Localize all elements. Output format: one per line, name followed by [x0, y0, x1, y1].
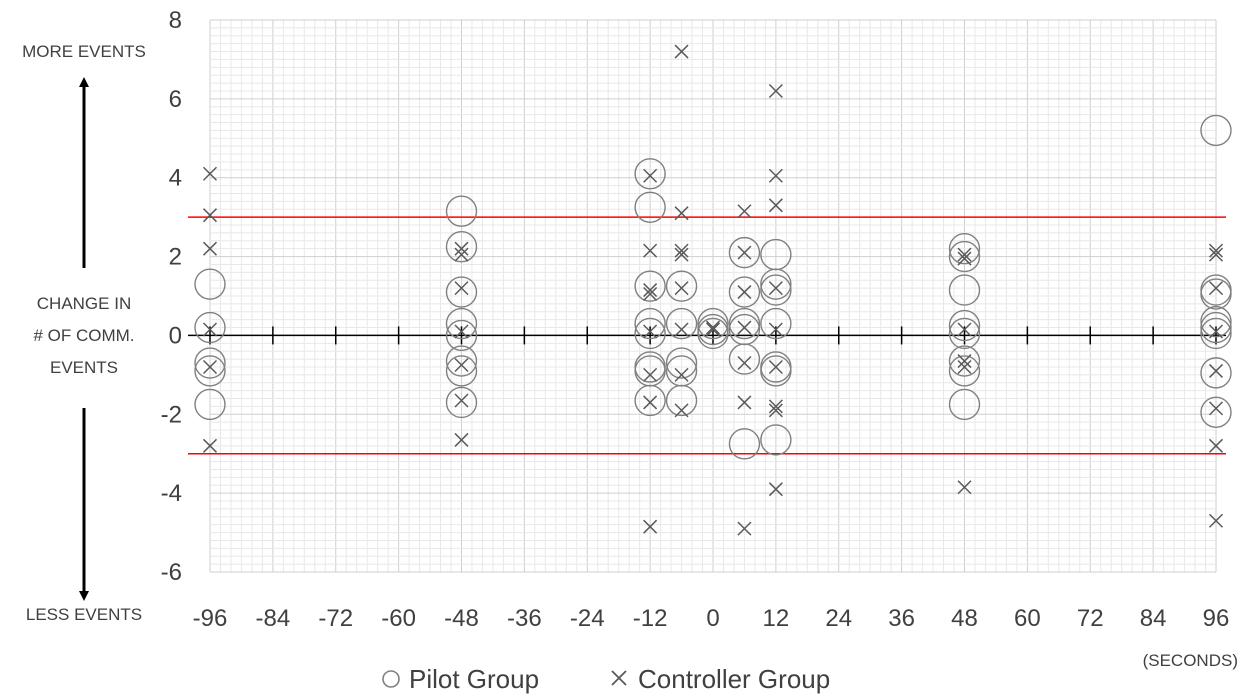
y-tick-label: 0 — [169, 322, 182, 349]
x-tick-label: -72 — [318, 605, 353, 632]
x-tick-label: 60 — [1014, 605, 1041, 632]
y-tick-label: 6 — [169, 86, 182, 113]
x-tick-label: -48 — [444, 605, 479, 632]
x-tick-label: 96 — [1203, 605, 1230, 632]
y-tick-label: 2 — [169, 244, 182, 271]
legend-pilot-marker — [383, 671, 399, 687]
x-tick-label: -84 — [256, 605, 291, 632]
legend: Pilot Group Controller Group — [383, 664, 830, 694]
legend-controller-label: Controller Group — [638, 664, 830, 694]
chart-grid — [210, 20, 1216, 572]
legend-pilot-label: Pilot Group — [409, 664, 539, 694]
x-tick-label: 72 — [1077, 605, 1104, 632]
x-tick-label: 12 — [763, 605, 790, 632]
y-tick-label: -2 — [161, 401, 182, 428]
legend-controller-marker — [612, 671, 626, 685]
y-tick-label: 8 — [169, 7, 182, 34]
x-tick-label: -60 — [381, 605, 416, 632]
x-tick-label: 48 — [951, 605, 978, 632]
y-tick-label: 4 — [169, 165, 182, 192]
x-tick-label: 24 — [825, 605, 852, 632]
x-tick-label: -12 — [633, 605, 668, 632]
x-tick-label: 84 — [1140, 605, 1167, 632]
x-tick-label: 36 — [888, 605, 915, 632]
x-tick-label: -36 — [507, 605, 542, 632]
x-tick-label: -24 — [570, 605, 605, 632]
x-axis-unit-label: (SECONDS) — [1143, 651, 1238, 670]
y-tick-label: -6 — [161, 559, 182, 586]
y-tick-label: -4 — [161, 480, 182, 507]
x-tick-label: -96 — [193, 605, 228, 632]
x-tick-label: 0 — [706, 605, 719, 632]
